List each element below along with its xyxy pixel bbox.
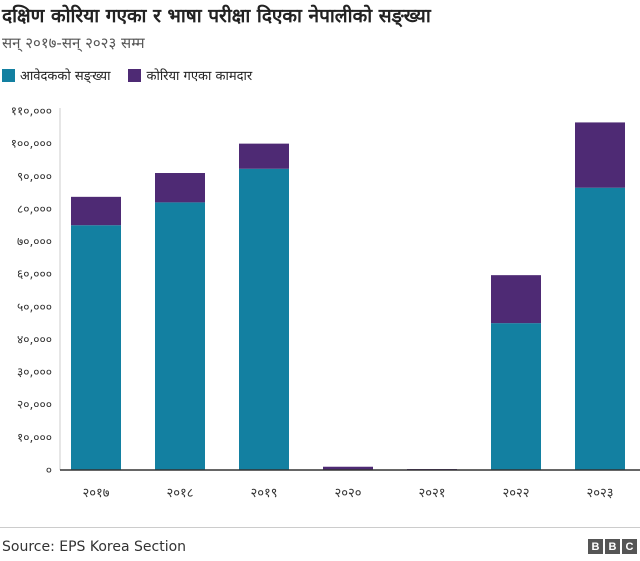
y-tick-label: ४०,०००: [17, 332, 52, 346]
x-tick-label: २०१७: [82, 486, 109, 501]
x-tick-label: २०१९: [250, 486, 277, 501]
legend-label: आवेदकको सङ्ख्या: [20, 69, 111, 84]
bar-segment: [239, 168, 289, 470]
x-tick-label: २०१८: [166, 486, 193, 501]
y-tick-label: २०,०००: [17, 398, 52, 412]
source-note: Source: EPS Korea Section: [2, 539, 187, 555]
y-tick-label: ३०,०००: [17, 365, 52, 379]
y-tick-label: ९०,०००: [17, 169, 52, 183]
bar-segment: [71, 196, 121, 226]
x-tick-label: २०२१: [418, 486, 445, 501]
bar-segment: [71, 225, 121, 470]
logo-letter: B: [605, 539, 620, 554]
bar-segment: [239, 143, 289, 169]
y-tick-label: ११०,०००: [11, 104, 52, 118]
bar-segment: [491, 323, 541, 470]
legend-label: कोरिया गएका कामदार: [146, 69, 253, 84]
bar-segment: [155, 202, 205, 470]
x-tick-label: २०२०: [334, 486, 361, 501]
y-tick-label: ०: [46, 463, 52, 477]
x-tick-label: २०२२: [502, 486, 529, 501]
legend-swatch: [2, 68, 15, 82]
logo-letter: C: [622, 539, 637, 554]
chart-subtitle: सन् २०१७-सन् २०२३ सम्म: [2, 34, 145, 52]
y-tick-label: १०,०००: [17, 430, 52, 444]
bar-segment: [323, 466, 373, 470]
bar-segment: [155, 173, 205, 203]
y-tick-label: ७०,०००: [17, 235, 52, 249]
y-tick-label: ६०,०००: [17, 267, 52, 281]
legend-swatch: [128, 68, 142, 82]
bar-segment: [575, 187, 625, 471]
bar-segment: [491, 275, 541, 324]
legend-item-applicants: आवेदकको सङ्ख्या: [2, 66, 110, 84]
plot-area: ० १०,००० २०,००० ३०,००० ४०,००० ५०,००० ६०,००० ७०,…: [11, 104, 640, 501]
legend: आवेदकको सङ्ख्या कोरिया गएका कामदार: [2, 66, 252, 84]
x-tick-label: २०२३: [586, 486, 613, 501]
bar-segment: [575, 122, 625, 188]
legend-item-workers: कोरिया गएका कामदार: [128, 66, 252, 84]
logo-letter: B: [588, 539, 603, 554]
y-tick-label: ८०,०००: [17, 202, 52, 216]
y-tick-label: ५०,०००: [17, 300, 52, 314]
y-tick-label: १००,०००: [11, 137, 52, 151]
bbc-logo: B B C: [588, 539, 637, 554]
divider: [0, 527, 640, 528]
chart-title: दक्षिण कोरिया गएका र भाषा परीक्षा दिएका …: [2, 5, 431, 27]
